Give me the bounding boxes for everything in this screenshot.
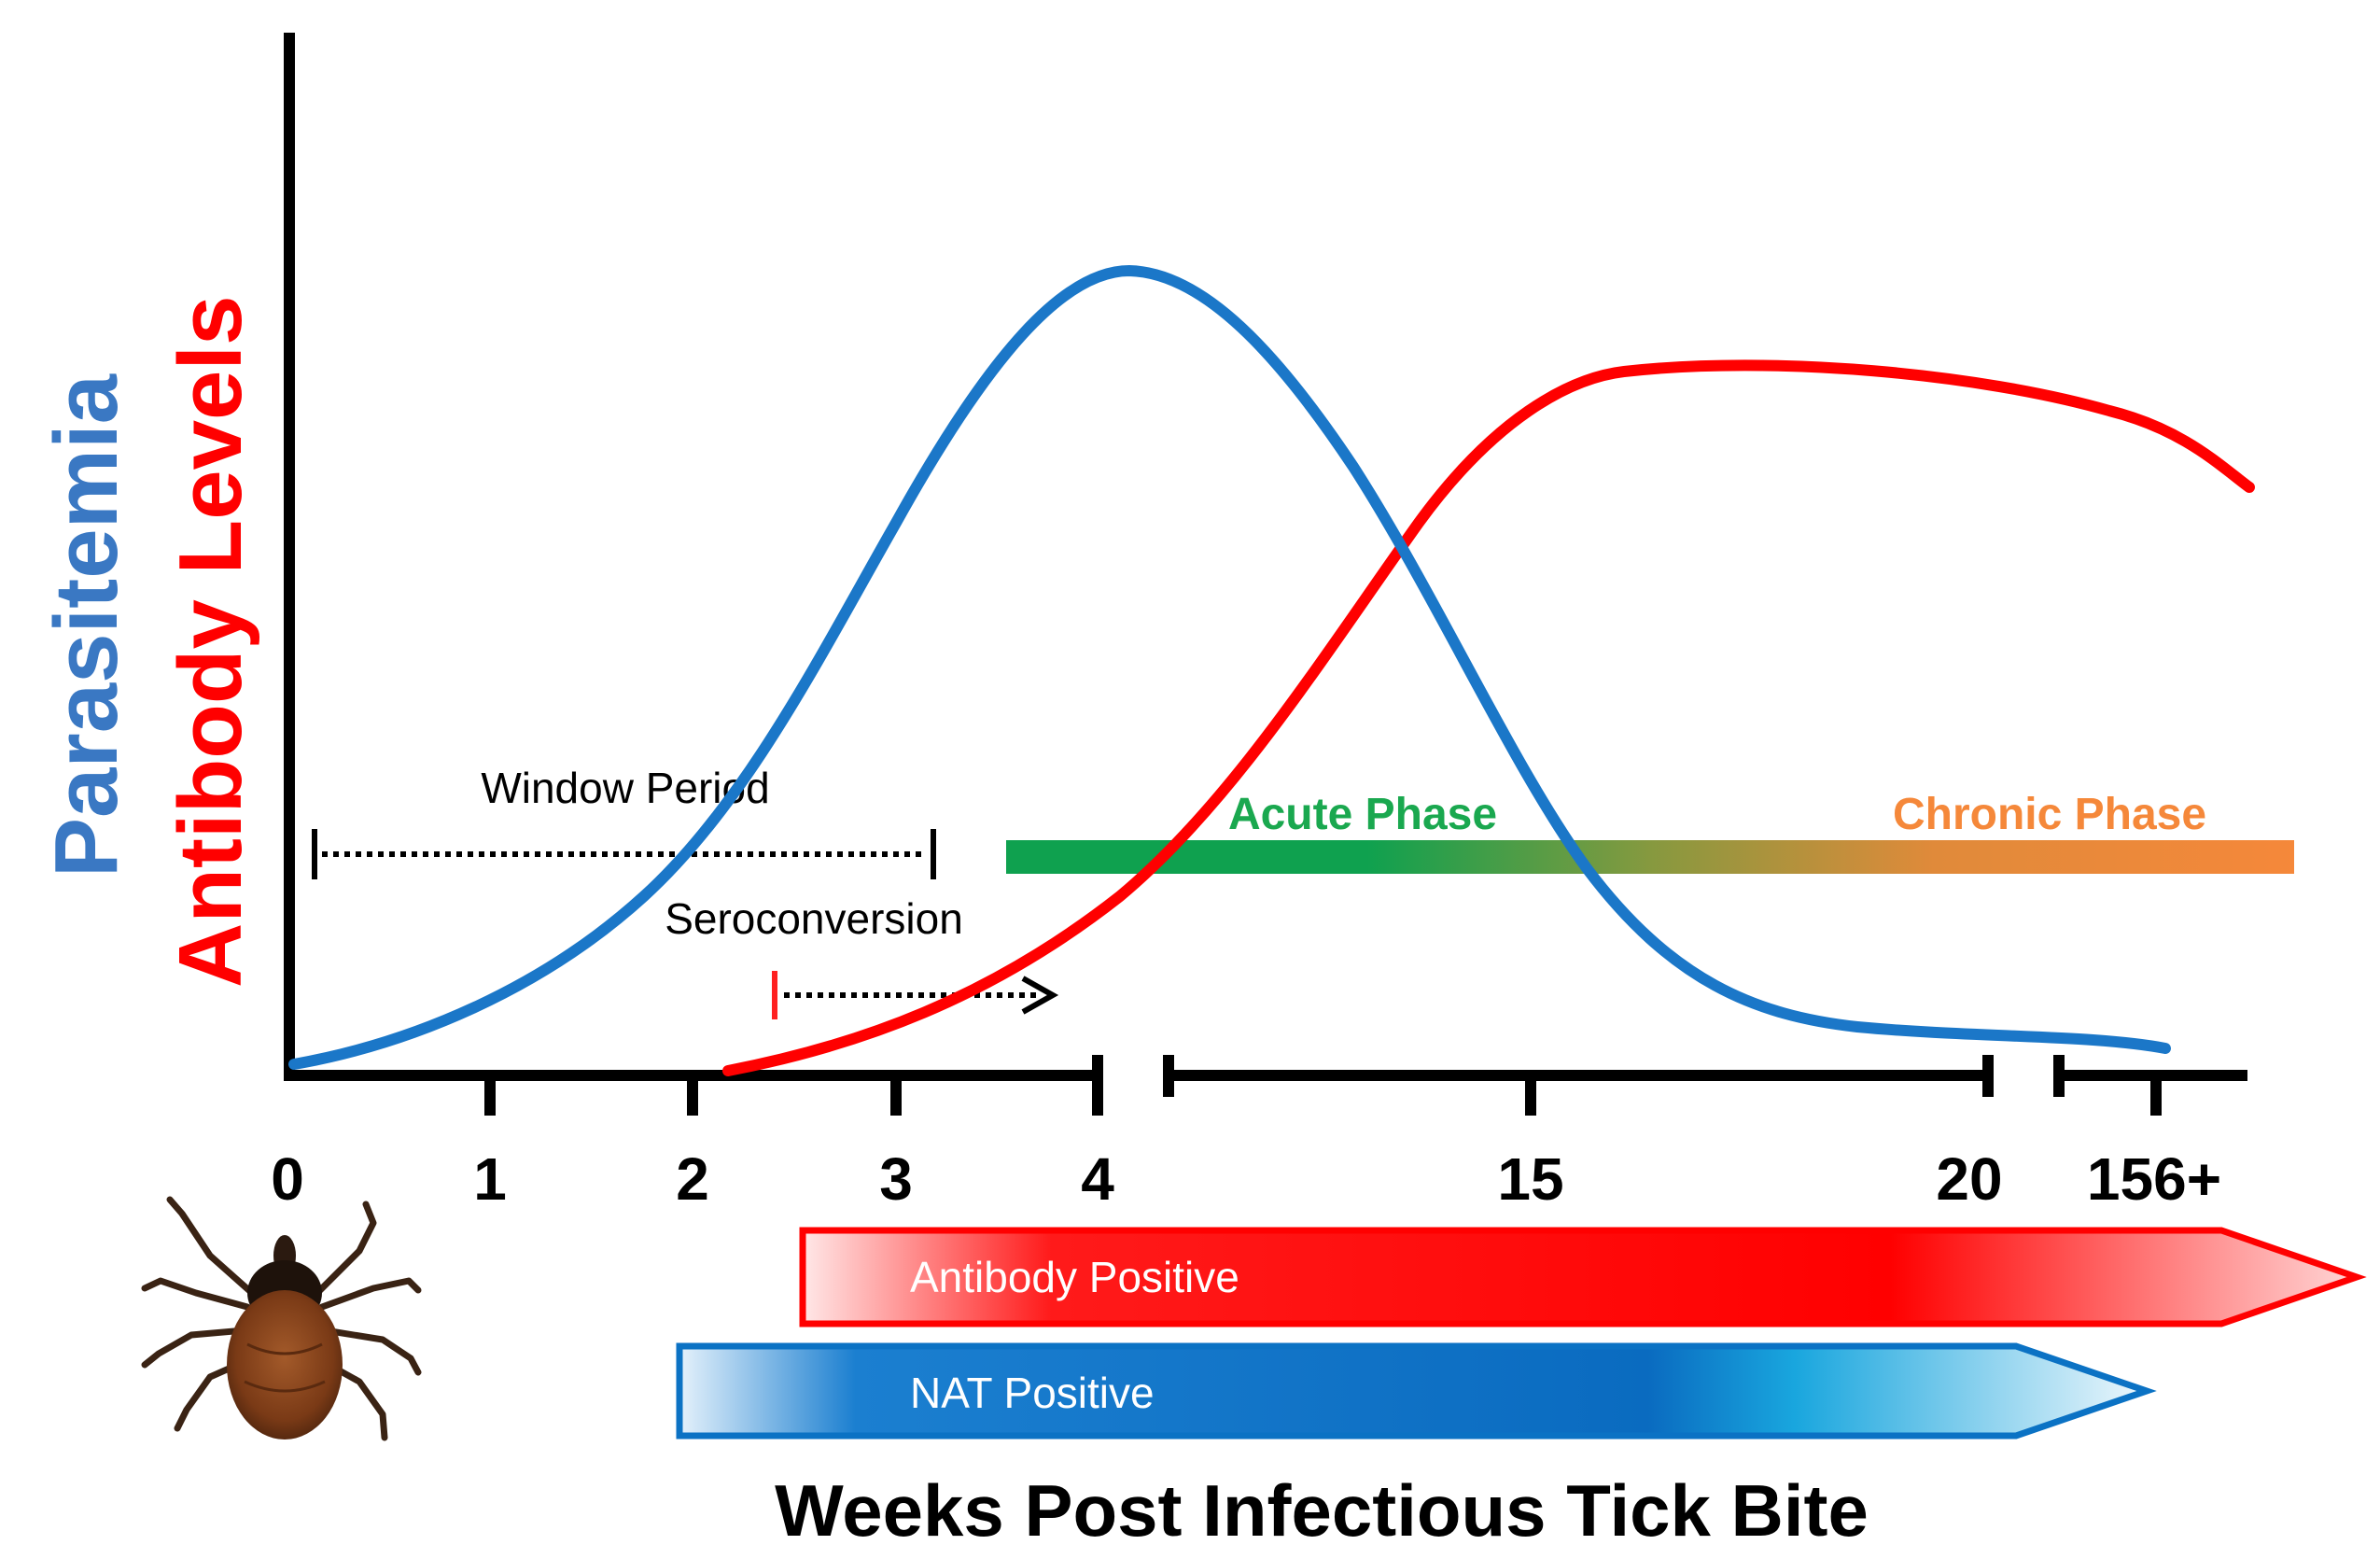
x-tick-label: 156+ [2087,1145,2221,1213]
antibody-levels-curve [722,359,2255,1076]
nat-positive-arrow [676,1342,2157,1440]
parasitemia-curve [288,264,2171,1070]
x-tick-label: 20 [1936,1145,2002,1213]
x-axis-title: Weeks Post Infectious Tick Bite [775,1469,1869,1552]
x-tick-label: 0 [271,1145,304,1213]
x-tick-label: 2 [676,1145,709,1213]
y-axis-title-parasitemia: Parasitemia [36,373,136,878]
x-tick-label: 3 [879,1145,913,1213]
seroconversion-arrowhead [1021,976,1059,1015]
antibody-positive-arrow [799,1227,2367,1327]
tick-illustration [141,1196,422,1441]
y-axis-title-antibody-levels: Antibody Levels [161,296,260,988]
seroconversion-label: Seroconversion [665,894,963,943]
phase-bar [1006,840,2294,874]
antibody-positive-label: Antibody Positive [910,1253,1239,1301]
nat-positive-label: NAT Positive [910,1369,1155,1417]
x-tick-label: 4 [1081,1145,1114,1213]
acute-phase-label: Acute Phase [1228,790,1497,839]
x-tick-label: 15 [1497,1145,1563,1213]
x-tick-label: 1 [473,1145,507,1213]
chronic-phase-label: Chronic Phase [1893,790,2206,839]
